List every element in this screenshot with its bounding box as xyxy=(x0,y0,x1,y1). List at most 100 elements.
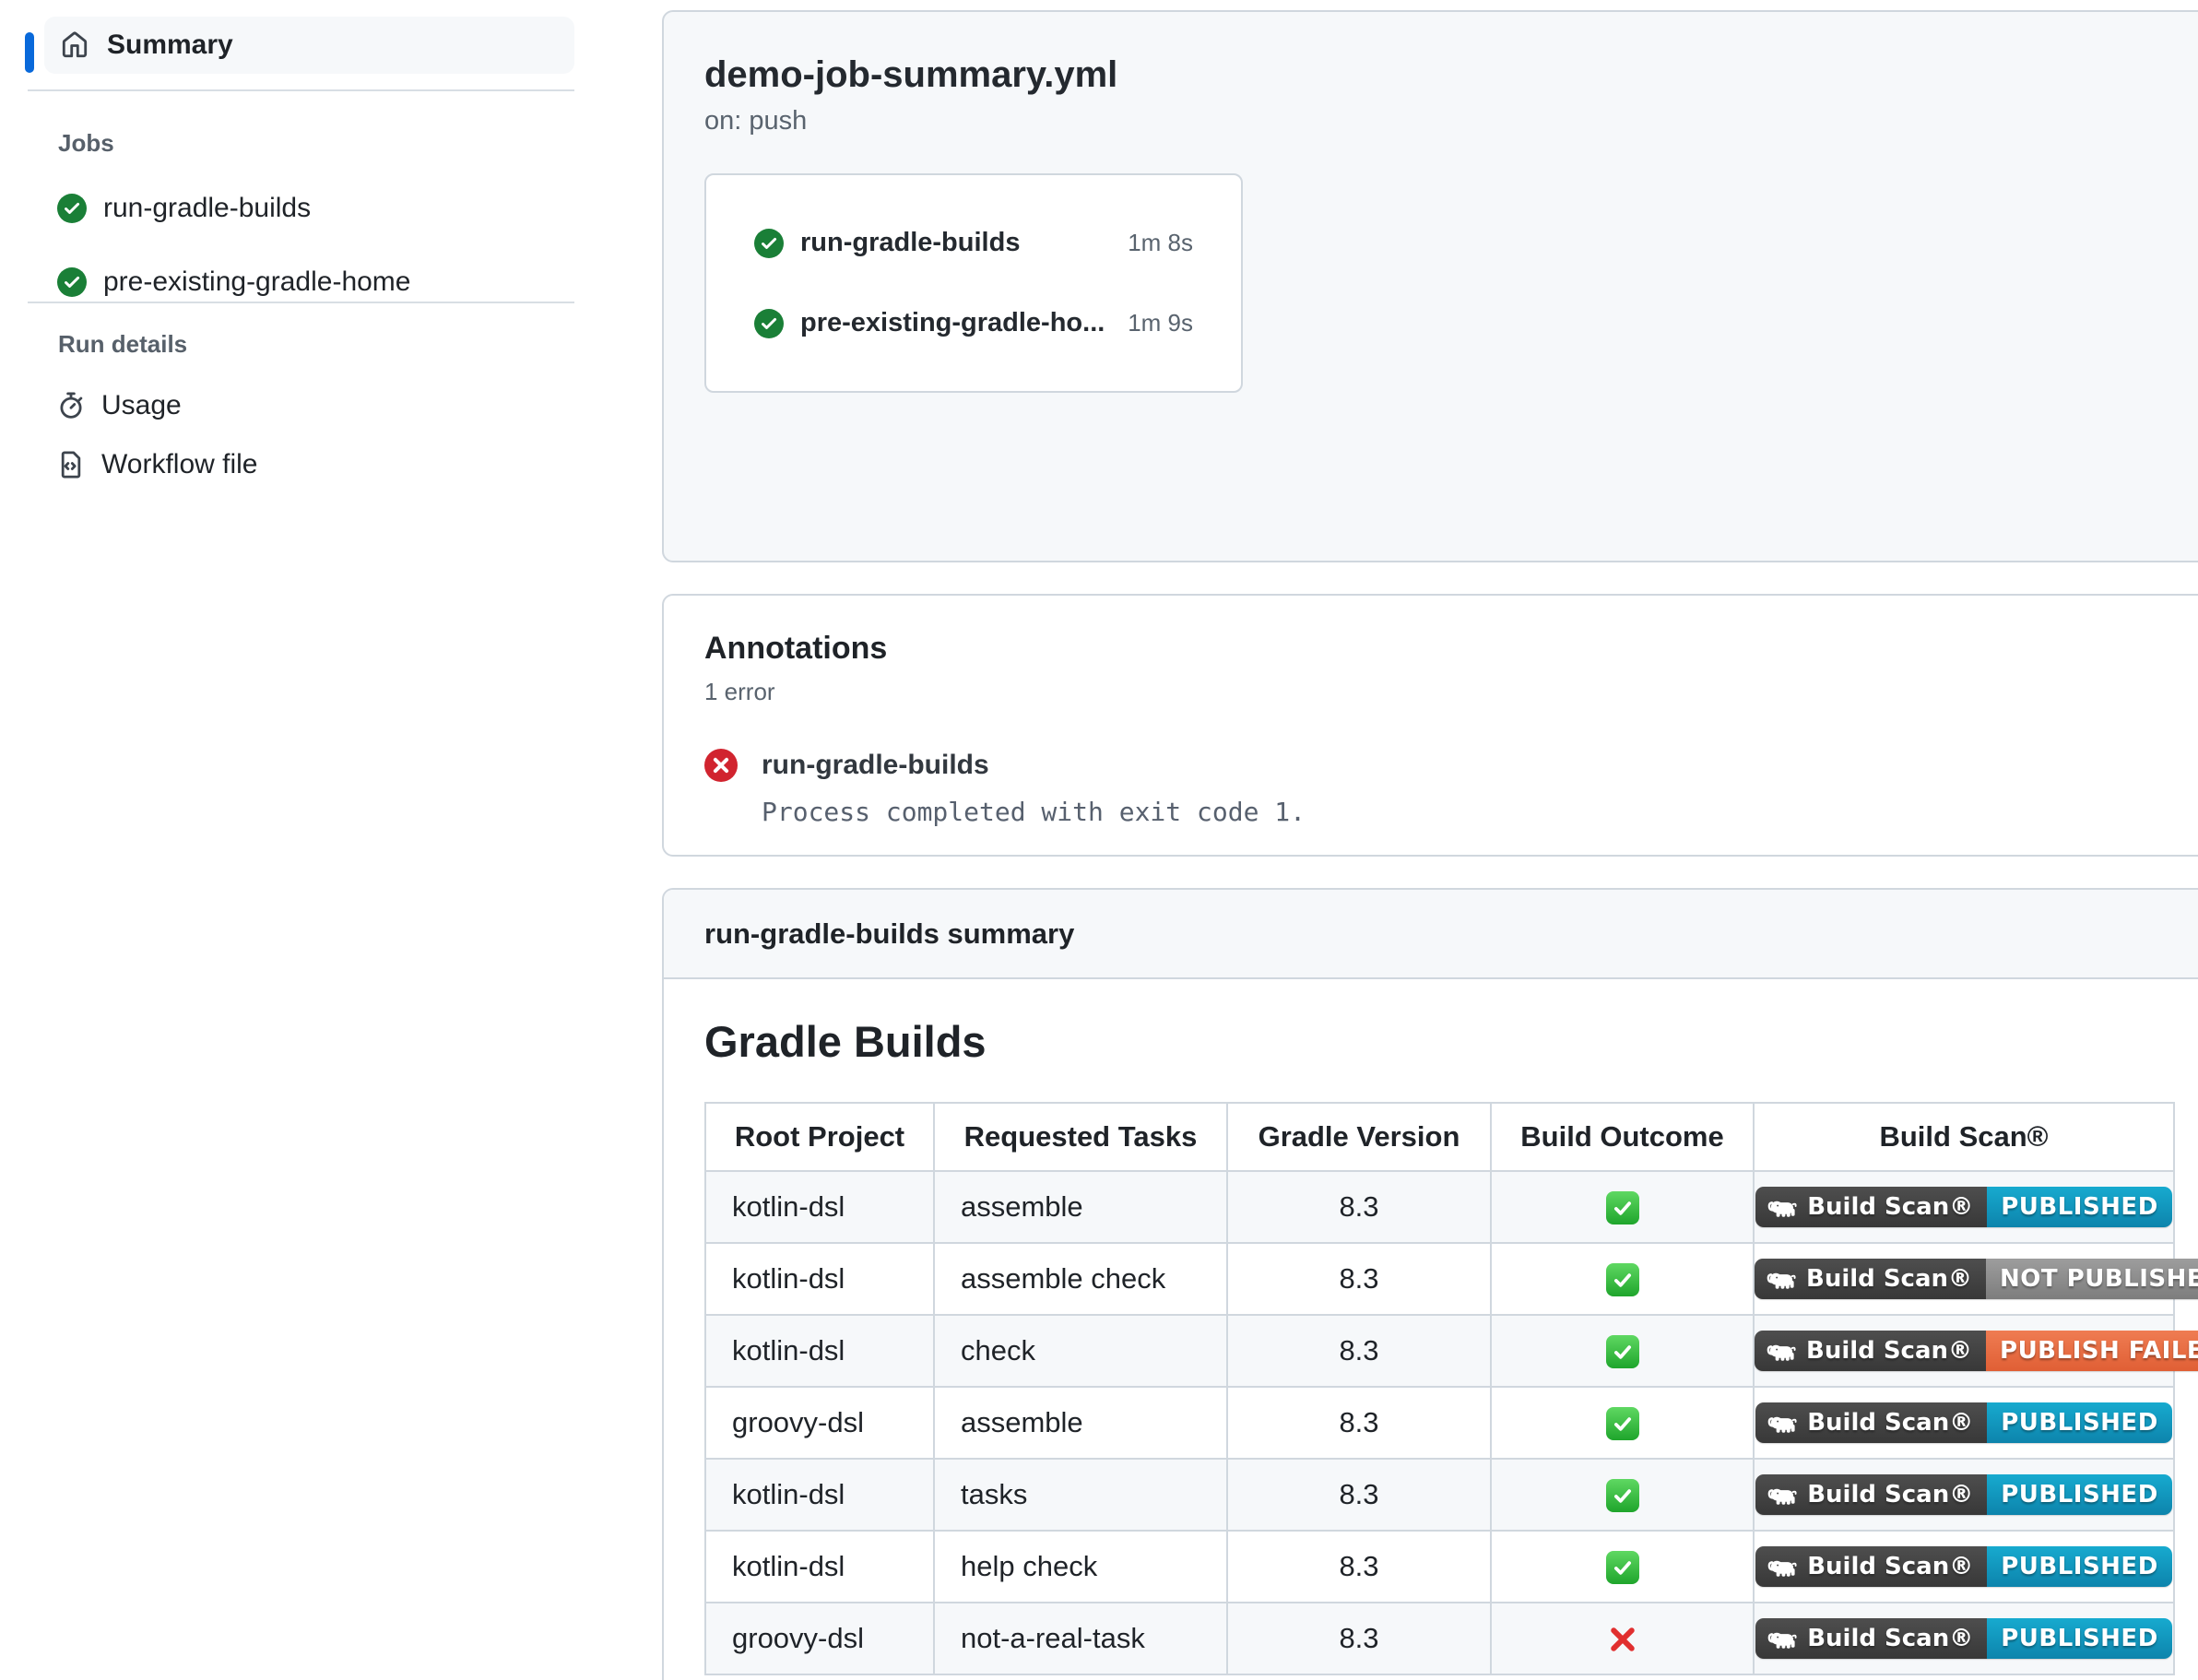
cell-build-scan: Build Scan® PUBLISHED xyxy=(1753,1530,2175,1603)
gradle-elephant-icon xyxy=(1767,1486,1798,1506)
cell-build-outcome xyxy=(1490,1314,1755,1388)
cell-root-project: groovy-dsl xyxy=(704,1602,935,1675)
active-indicator xyxy=(25,32,34,73)
build-scan-badge[interactable]: Build Scan®PUBLISH FAILED xyxy=(1755,1331,2198,1371)
cell-root-project: kotlin-dsl xyxy=(704,1242,935,1316)
cell-requested-tasks: not-a-real-task xyxy=(933,1602,1228,1675)
cell-gradle-version: 8.3 xyxy=(1226,1530,1492,1603)
home-icon xyxy=(62,31,88,58)
cell-build-outcome xyxy=(1490,1602,1755,1675)
cell-root-project: kotlin-dsl xyxy=(704,1530,935,1603)
gradle-elephant-icon xyxy=(1767,1199,1798,1218)
build-scan-badge[interactable]: Build Scan® PUBLISHED xyxy=(1755,1618,2172,1659)
annotation-job-link[interactable]: run-gradle-builds xyxy=(762,750,989,780)
gradle-elephant-icon xyxy=(1767,1343,1796,1362)
job-name: run-gradle-builds xyxy=(103,193,312,223)
sidebar-item-job-pre-existing-gradle-home[interactable]: pre-existing-gradle-home xyxy=(57,266,411,298)
sidebar-item-summary[interactable]: Summary xyxy=(44,17,574,74)
build-scan-status: PUBLISHED xyxy=(1987,1187,2172,1227)
cell-requested-tasks: help check xyxy=(933,1530,1228,1603)
build-scan-badge[interactable]: Build Scan® PUBLISHED xyxy=(1755,1187,2172,1227)
jobs-section-title: Jobs xyxy=(58,129,114,157)
gradle-builds-table: Root Project Requested Tasks Gradle Vers… xyxy=(704,1102,2198,1675)
build-scan-status: PUBLISH FAILED xyxy=(1986,1331,2198,1371)
annotations-card: Annotations 1 error run-gradle-builds Pr… xyxy=(662,594,2198,857)
cell-gradle-version: 8.3 xyxy=(1226,1458,1492,1532)
build-scan-badge[interactable]: Build Scan®NOT PUBLISHED xyxy=(1755,1259,2198,1299)
gradle-elephant-icon xyxy=(1767,1271,1796,1290)
table-row: kotlin-dsl help check 8.3 Build Scan® PUBLIS… xyxy=(704,1530,2175,1603)
workflow-graph-node-group: run-gradle-builds 1m 8s pre-existing-gra… xyxy=(704,173,1243,393)
sidebar-item-job-run-gradle-builds[interactable]: run-gradle-builds xyxy=(57,193,311,224)
table-row: kotlin-dsl assemble 8.3 Build Scan® PUBLISHE… xyxy=(704,1170,2175,1244)
cell-build-outcome xyxy=(1490,1170,1755,1244)
build-scan-badge-label: Build Scan® xyxy=(1755,1187,1988,1227)
sidebar-item-usage[interactable]: Usage xyxy=(57,390,182,421)
cell-requested-tasks: check xyxy=(933,1314,1228,1388)
col-build-outcome: Build Outcome xyxy=(1490,1102,1755,1172)
job-summary-header-title: run-gradle-builds summary xyxy=(704,917,1075,950)
graph-job-name: pre-existing-gradle-ho... xyxy=(800,308,1105,337)
build-scan-badge[interactable]: Build Scan® PUBLISHED xyxy=(1755,1474,2172,1515)
cell-requested-tasks: tasks xyxy=(933,1458,1228,1532)
table-row: kotlin-dsl check 8.3 Build Scan® PUBLISH FAI… xyxy=(704,1314,2198,1388)
cell-gradle-version: 8.3 xyxy=(1226,1242,1492,1316)
table-row: groovy-dsl not-a-real-task 8.3 Build Scan® P… xyxy=(704,1602,2175,1675)
gradle-builds-heading: Gradle Builds xyxy=(704,1017,987,1066)
cell-build-outcome xyxy=(1490,1458,1755,1532)
cell-build-scan: Build Scan® PUBLISHED xyxy=(1753,1602,2175,1675)
success-check-icon xyxy=(1605,1334,1639,1368)
sidebar-item-workflow-file[interactable]: Workflow file xyxy=(57,449,257,480)
sidebar: Summary Jobs run-gradle-builds pre-exist… xyxy=(0,0,609,1680)
success-check-icon xyxy=(1605,1190,1639,1225)
table-body: kotlin-dsl assemble 8.3 Build Scan® PUBLISHE… xyxy=(704,1170,2198,1675)
build-scan-badge-label: Build Scan® xyxy=(1755,1402,1988,1443)
table-row: groovy-dsl assemble 8.3 Build Scan® PUBLISHE… xyxy=(704,1386,2175,1460)
annotations-title: Annotations xyxy=(704,631,888,666)
workflow-trigger: on: push xyxy=(704,106,808,136)
check-circle-icon xyxy=(57,267,87,297)
graph-job-pre-existing-gradle-home[interactable]: pre-existing-gradle-ho... 1m 9s xyxy=(754,308,1193,338)
build-scan-badge-label: Build Scan® xyxy=(1755,1259,1987,1299)
gradle-elephant-icon xyxy=(1767,1630,1798,1650)
graph-job-duration: 1m 9s xyxy=(1128,309,1193,337)
annotation-body: run-gradle-builds Process completed with… xyxy=(762,749,1306,827)
annotation-message: Process completed with exit code 1. xyxy=(762,797,1306,827)
graph-job-duration: 1m 8s xyxy=(1128,229,1193,256)
cell-build-scan: Build Scan®PUBLISH FAILED xyxy=(1753,1314,2198,1388)
workflow-graph-card: demo-job-summary.yml on: push run-gradle… xyxy=(662,10,2198,562)
cell-build-outcome xyxy=(1490,1386,1755,1460)
check-circle-icon xyxy=(754,228,784,258)
col-requested-tasks: Requested Tasks xyxy=(933,1102,1228,1172)
job-summary-card: run-gradle-builds summary Gradle Builds … xyxy=(662,888,2198,1680)
cell-requested-tasks: assemble xyxy=(933,1386,1228,1460)
success-check-icon xyxy=(1605,1262,1639,1296)
graph-job-run-gradle-builds[interactable]: run-gradle-builds 1m 8s xyxy=(754,228,1193,258)
cell-build-scan: Build Scan® PUBLISHED xyxy=(1753,1170,2175,1244)
cell-gradle-version: 8.3 xyxy=(1226,1170,1492,1244)
cell-root-project: kotlin-dsl xyxy=(704,1458,935,1532)
cell-root-project: kotlin-dsl xyxy=(704,1314,935,1388)
cell-build-scan: Build Scan® PUBLISHED xyxy=(1753,1386,2175,1460)
build-scan-badge[interactable]: Build Scan® PUBLISHED xyxy=(1755,1402,2172,1443)
col-root-project: Root Project xyxy=(704,1102,935,1172)
success-check-icon xyxy=(1605,1478,1639,1512)
build-scan-status: PUBLISHED xyxy=(1987,1546,2172,1587)
cell-build-outcome xyxy=(1490,1242,1755,1316)
cell-requested-tasks: assemble check xyxy=(933,1242,1228,1316)
build-scan-badge-label: Build Scan® xyxy=(1755,1618,1988,1659)
graph-job-name: run-gradle-builds xyxy=(800,228,1021,257)
job-summary-body: Gradle Builds Root Project Requested Tas… xyxy=(664,979,2198,1680)
sidebar-divider xyxy=(28,302,574,303)
table-header-row: Root Project Requested Tasks Gradle Vers… xyxy=(704,1102,2175,1172)
gradle-elephant-icon xyxy=(1767,1558,1798,1578)
build-scan-status: PUBLISHED xyxy=(1987,1618,2172,1659)
cell-build-scan: Build Scan® PUBLISHED xyxy=(1753,1458,2175,1532)
code-file-icon xyxy=(61,451,81,479)
failure-x-icon xyxy=(1606,1623,1639,1656)
col-build-scan: Build Scan® xyxy=(1753,1102,2175,1172)
cell-gradle-version: 8.3 xyxy=(1226,1314,1492,1388)
cell-requested-tasks: assemble xyxy=(933,1170,1228,1244)
build-scan-badge[interactable]: Build Scan® PUBLISHED xyxy=(1755,1546,2172,1587)
